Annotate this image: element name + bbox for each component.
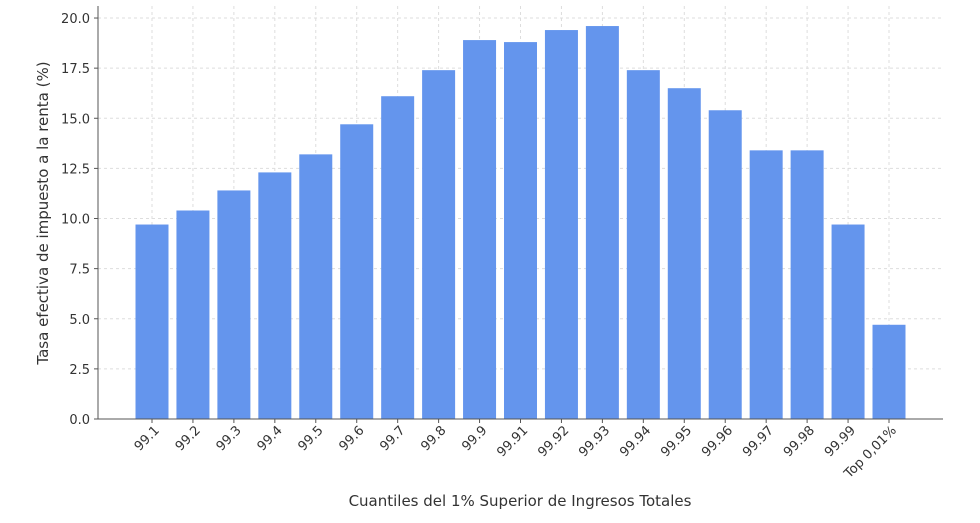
- y-tick-label: 5.0: [69, 313, 90, 328]
- x-tick-label: 99.6: [336, 423, 367, 454]
- x-tick-label: 99.8: [418, 423, 449, 454]
- bar: [463, 40, 497, 420]
- x-tick-label: 99.96: [699, 423, 736, 460]
- y-tick-label: 12.5: [61, 162, 90, 177]
- bar: [831, 224, 865, 419]
- y-tick-label: 0.0: [69, 413, 90, 428]
- y-tick-label: 15.0: [61, 112, 90, 127]
- bar: [340, 124, 374, 419]
- x-tick-label: 99.97: [740, 423, 777, 460]
- x-tick-label: 99.92: [535, 423, 572, 460]
- x-tick-label: 99.9: [459, 423, 490, 454]
- x-tick-label: 99.7: [377, 423, 408, 454]
- x-tick-label: 99.94: [617, 423, 654, 460]
- y-tick-label: 17.5: [61, 62, 90, 77]
- x-tick-label: 99.1: [132, 423, 163, 454]
- bar: [749, 150, 783, 419]
- bar: [544, 30, 578, 419]
- bar: [504, 42, 537, 420]
- x-tick-label: 99.99: [822, 423, 859, 460]
- y-tick-label: 10.0: [61, 213, 90, 228]
- x-tick-label: 99.95: [658, 423, 695, 460]
- bar: [135, 224, 169, 419]
- bar: [176, 210, 210, 419]
- bar: [708, 110, 742, 419]
- y-tick-label: 2.5: [69, 363, 90, 378]
- bar: [872, 324, 906, 419]
- bar: [258, 172, 292, 419]
- x-tick-label: 99.93: [576, 423, 613, 460]
- bar: [790, 150, 824, 419]
- x-tick-label: 99.5: [296, 423, 327, 454]
- bar: [217, 190, 251, 419]
- bar: [381, 96, 415, 419]
- bar: [422, 70, 456, 420]
- x-tick-label: 99.98: [781, 423, 818, 460]
- bar: [667, 88, 701, 419]
- y-axis-title: Tasa efectiva de impuesto a la renta (%): [34, 61, 52, 365]
- x-tick-label: 99.91: [494, 423, 531, 460]
- y-tick-label: 7.5: [69, 263, 90, 278]
- bar: [626, 70, 660, 420]
- bar: [299, 154, 333, 419]
- y-tick-label: 20.0: [61, 12, 90, 27]
- x-tick-label: 99.4: [255, 423, 286, 454]
- x-tick-label: 99.3: [214, 423, 245, 454]
- x-tick-label: 99.2: [173, 423, 204, 454]
- x-axis-title: Cuantiles del 1% Superior de Ingresos To…: [349, 492, 692, 510]
- bar: [585, 26, 619, 419]
